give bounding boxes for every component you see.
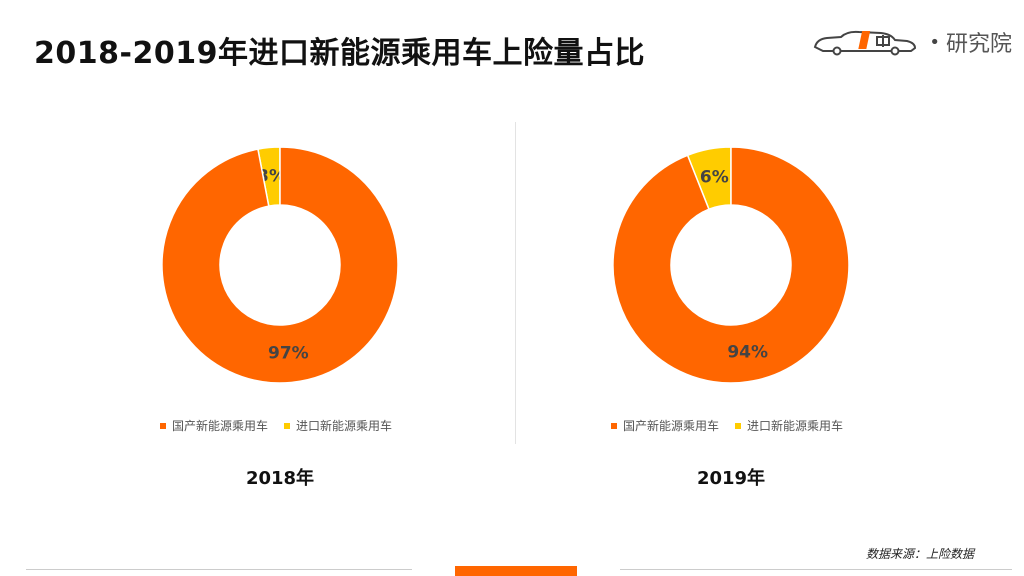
legend-swatch-imported [735, 422, 742, 429]
logo-dot: • [929, 31, 940, 53]
data-label-imported: 6% [700, 168, 729, 188]
brand-logo: • 研究院 [811, 26, 1012, 58]
donut-slice-domestic [612, 146, 850, 384]
legend-2018: 国产新能源乘用车 进口新能源乘用车 [160, 417, 408, 434]
page-title: 2018-2019年进口新能源乘用车上险量占比 [34, 36, 645, 71]
legend-item-imported: 进口新能源乘用车 [735, 417, 843, 434]
legend-item-domestic: 国产新能源乘用车 [160, 417, 268, 434]
car-logo-icon [814, 30, 917, 56]
donut-chart-2018: 3%97% [161, 146, 399, 384]
donut-slice-domestic [161, 146, 399, 384]
data-label-domestic: 97% [268, 344, 309, 364]
footer-line-left [26, 569, 412, 570]
logo-text: 研究院 [945, 32, 1012, 57]
legend-label-domestic: 国产新能源乘用车 [623, 419, 720, 433]
legend-swatch-domestic [611, 422, 617, 429]
legend-label-imported: 进口新能源乘用车 [747, 419, 844, 433]
chart-title-2018: 2018年 [245, 468, 315, 489]
footer-line-right [620, 569, 1012, 570]
legend-2019: 国产新能源乘用车 进口新能源乘用车 [611, 417, 859, 434]
data-label-domestic: 94% [727, 342, 768, 362]
legend-label-domestic: 国产新能源乘用车 [172, 419, 269, 433]
donut-chart-2019: 6% 94% [612, 146, 850, 384]
legend-item-imported: 进口新能源乘用车 [284, 417, 392, 434]
legend-swatch-domestic [160, 422, 166, 429]
chart-divider [515, 122, 516, 444]
legend-swatch-imported [284, 422, 291, 429]
legend-item-domestic: 国产新能源乘用车 [611, 417, 719, 434]
chart-title-2019: 2019年 [696, 468, 766, 489]
legend-label-imported: 进口新能源乘用车 [296, 419, 393, 433]
data-source-note: 数据来源：上险数据 [865, 547, 974, 561]
footer-accent-bar [455, 566, 577, 576]
